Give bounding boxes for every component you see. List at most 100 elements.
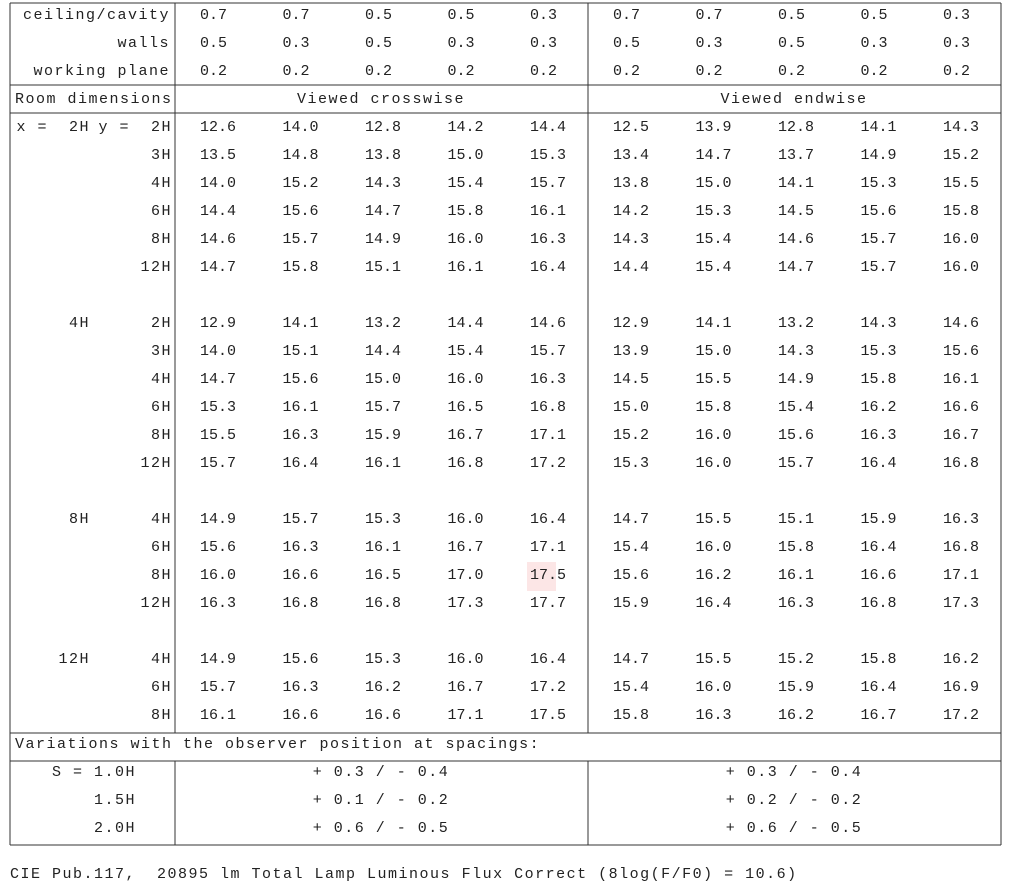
y-dimension: 6H [151, 203, 172, 220]
cell: 14.4 [200, 203, 236, 220]
cell: 15.5 [943, 175, 979, 192]
cell: 16.1 [448, 259, 484, 276]
cell: 15.4 [696, 231, 732, 248]
variation: + 0.2 / - 0.2 [726, 792, 863, 809]
cell: 13.5 [200, 147, 236, 164]
cell: 17.1 [530, 427, 566, 444]
cell: 0.5 [613, 35, 640, 52]
cell: 13.9 [696, 119, 732, 136]
cell: 14.1 [778, 175, 814, 192]
cell: 14.1 [861, 119, 897, 136]
cell: 15.7 [530, 175, 566, 192]
spacing: S = 1.0H [52, 764, 136, 781]
cell: 16.5 [448, 399, 484, 416]
cell: 15.4 [696, 259, 732, 276]
cell: 14.1 [696, 315, 732, 332]
y-dimension: 8H [151, 567, 172, 584]
cell: 15.0 [696, 343, 732, 360]
cell: 15.5 [696, 651, 732, 668]
cell: 0.5 [200, 35, 227, 52]
variation: + 0.3 / - 0.4 [313, 764, 450, 781]
cell: 16.6 [283, 707, 319, 724]
cell: 15.7 [200, 455, 236, 472]
cell: 15.4 [778, 399, 814, 416]
cell: 16.7 [943, 427, 979, 444]
cell: 15.8 [448, 203, 484, 220]
cell: 16.8 [448, 455, 484, 472]
cell: 15.1 [778, 511, 814, 528]
cell: 16.8 [283, 595, 319, 612]
cell: 14.6 [530, 315, 566, 332]
cell: 14.7 [200, 371, 236, 388]
cell: 14.3 [365, 175, 401, 192]
cell: 15.6 [283, 651, 319, 668]
cell: 15.8 [943, 203, 979, 220]
cell: 12.8 [365, 119, 401, 136]
cell: 15.7 [200, 679, 236, 696]
cell: 14.8 [283, 147, 319, 164]
cell: 16.9 [943, 679, 979, 696]
cell: 16.0 [696, 679, 732, 696]
cell: 16.0 [696, 455, 732, 472]
y-dimension: 6H [151, 679, 172, 696]
cell: 16.3 [283, 427, 319, 444]
cell: 16.7 [448, 539, 484, 556]
cell: 17.2 [530, 679, 566, 696]
cell: 15.8 [778, 539, 814, 556]
cell: 16.1 [530, 203, 566, 220]
cell: 15.9 [365, 427, 401, 444]
y-dimension: y = 2H [98, 119, 172, 136]
y-dimension: 3H [151, 147, 172, 164]
cell: 16.4 [696, 595, 732, 612]
cell: 17.1 [448, 707, 484, 724]
cell: 15.4 [448, 175, 484, 192]
cell: 14.9 [200, 511, 236, 528]
cell: 16.6 [861, 567, 897, 584]
cell: 16.0 [943, 259, 979, 276]
variation: + 0.3 / - 0.4 [726, 764, 863, 781]
cell: 0.2 [778, 63, 805, 80]
cell: 0.3 [448, 35, 475, 52]
x-dimension: 12H [58, 651, 90, 668]
cell: 15.7 [283, 231, 319, 248]
cell: 16.3 [200, 595, 236, 612]
cell: 15.7 [861, 259, 897, 276]
cell: 0.5 [448, 7, 475, 24]
footer: CIE Pub.117, 20895 lm Total Lamp Luminou… [10, 866, 798, 883]
cell: 16.0 [696, 427, 732, 444]
cell: 12.9 [200, 315, 236, 332]
cell: 15.5 [696, 371, 732, 388]
header-label: Room dimensions [15, 91, 173, 108]
cell: 0.5 [778, 7, 805, 24]
cell: 16.0 [696, 539, 732, 556]
cell: 15.6 [778, 427, 814, 444]
cell: 0.7 [613, 7, 640, 24]
cell: 16.1 [943, 371, 979, 388]
variation: + 0.6 / - 0.5 [726, 820, 863, 837]
row-label: working plane [33, 63, 170, 80]
cell: 15.8 [613, 707, 649, 724]
cell: 15.4 [613, 679, 649, 696]
cell: 14.3 [861, 315, 897, 332]
cell: 16.4 [861, 539, 897, 556]
y-dimension: 6H [151, 399, 172, 416]
cell: 15.3 [365, 511, 401, 528]
cell: 16.4 [861, 679, 897, 696]
cell: 17.2 [530, 455, 566, 472]
cell: 0.2 [530, 63, 557, 80]
cell: 16.4 [530, 259, 566, 276]
header-crosswise: Viewed crosswise [297, 91, 465, 108]
cell: 15.1 [365, 259, 401, 276]
cell: 16.3 [696, 707, 732, 724]
cell: 0.7 [283, 7, 310, 24]
cell: 0.3 [696, 35, 723, 52]
y-dimension: 4H [151, 175, 172, 192]
cell: 13.9 [613, 343, 649, 360]
cell: 15.6 [283, 203, 319, 220]
cell: 17.0 [448, 567, 484, 584]
x-dimension: x = 2H [16, 119, 90, 136]
cell: 14.5 [613, 371, 649, 388]
cell: 14.7 [365, 203, 401, 220]
cell: 12.6 [200, 119, 236, 136]
cell: 16.6 [365, 707, 401, 724]
